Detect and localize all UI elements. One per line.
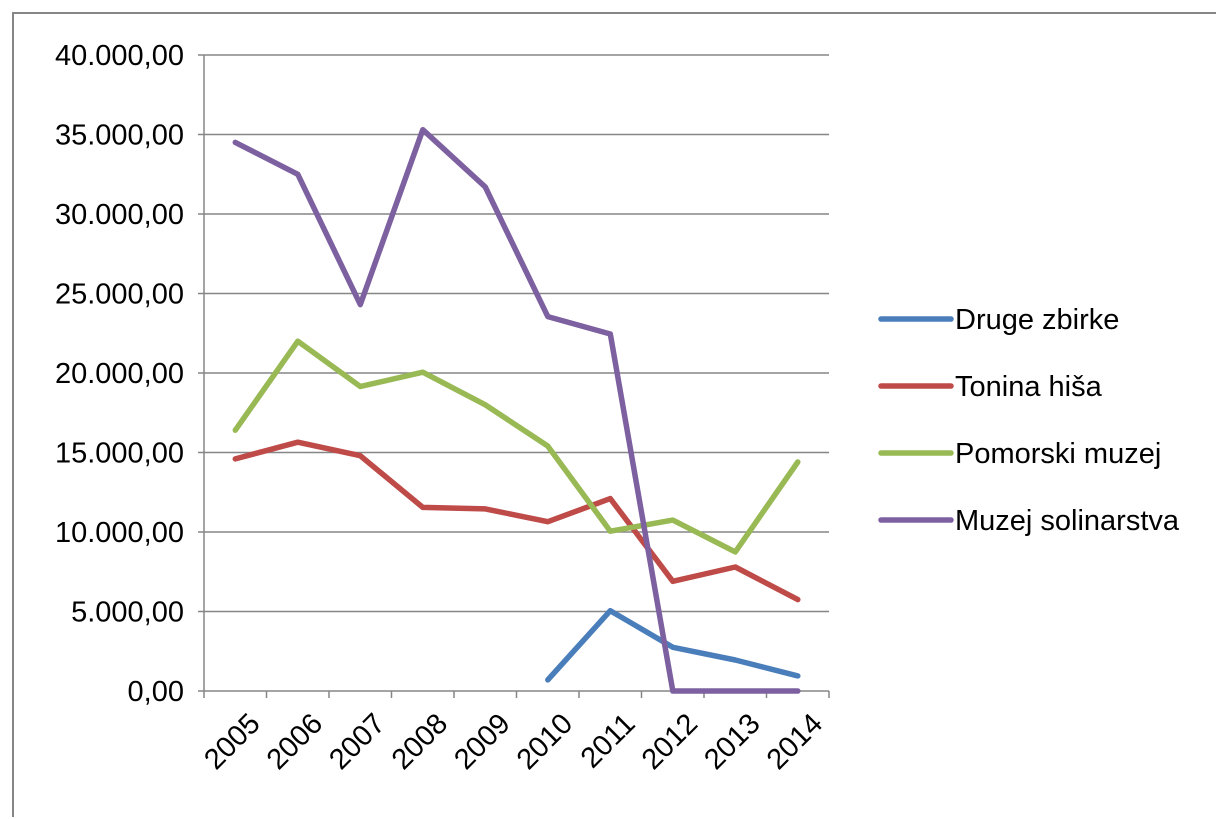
series-line-tonina-hi-a [232, 439, 801, 603]
legend-label: Druge zbirke [955, 304, 1119, 336]
gridlines [204, 54, 829, 613]
y-tick-label: 20.000,00 [55, 358, 184, 390]
y-tick-label: 25.000,00 [55, 279, 184, 311]
y-tick-label: 0,00 [128, 676, 184, 708]
y-tick-label: 5.000,00 [71, 597, 184, 629]
y-tick-label: 15.000,00 [55, 438, 184, 470]
x-tick-label: 2011 [575, 708, 642, 775]
y-tick-label: 30.000,00 [55, 199, 184, 231]
x-tick-label: 2008 [386, 708, 454, 776]
series-line-druge-zbirke [545, 607, 801, 683]
series-lines [232, 126, 801, 694]
series-line-muzej-solinarstva [232, 126, 801, 694]
x-tick-label: 2014 [761, 708, 829, 776]
legend-label: Pomorski muzej [955, 438, 1161, 470]
x-tick-label: 2007 [323, 708, 391, 776]
x-tick-label: 2010 [511, 708, 579, 776]
x-tick-label: 2013 [698, 708, 766, 776]
legend-label: Muzej solinarstva [955, 505, 1180, 537]
x-tick-label: 2006 [261, 708, 329, 776]
y-axis-tick-labels: 0,00 5.000,00 10.000,00 15.000,00 20.000,00 2… [55, 40, 184, 708]
x-tick-label: 2012 [636, 708, 704, 776]
y-tick-label: 40.000,00 [55, 40, 184, 72]
y-tick-label: 10.000,00 [55, 517, 184, 549]
axes [198, 54, 830, 698]
chart-frame [12, 12, 1216, 817]
x-tick-label: 2005 [198, 708, 266, 776]
legend-label: Tonina hiša [955, 371, 1103, 403]
legend: Druge zbirke Tonina hiša Pomorski muzej Muz… [878, 304, 1180, 537]
series-line-pomorski-muzej [232, 338, 801, 555]
x-tick-label: 2009 [448, 708, 516, 776]
y-tick-label: 35.000,00 [55, 120, 184, 152]
